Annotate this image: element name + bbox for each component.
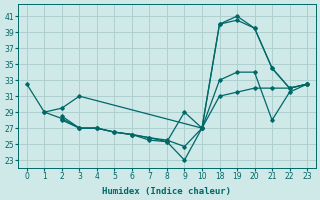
- X-axis label: Humidex (Indice chaleur): Humidex (Indice chaleur): [102, 187, 231, 196]
